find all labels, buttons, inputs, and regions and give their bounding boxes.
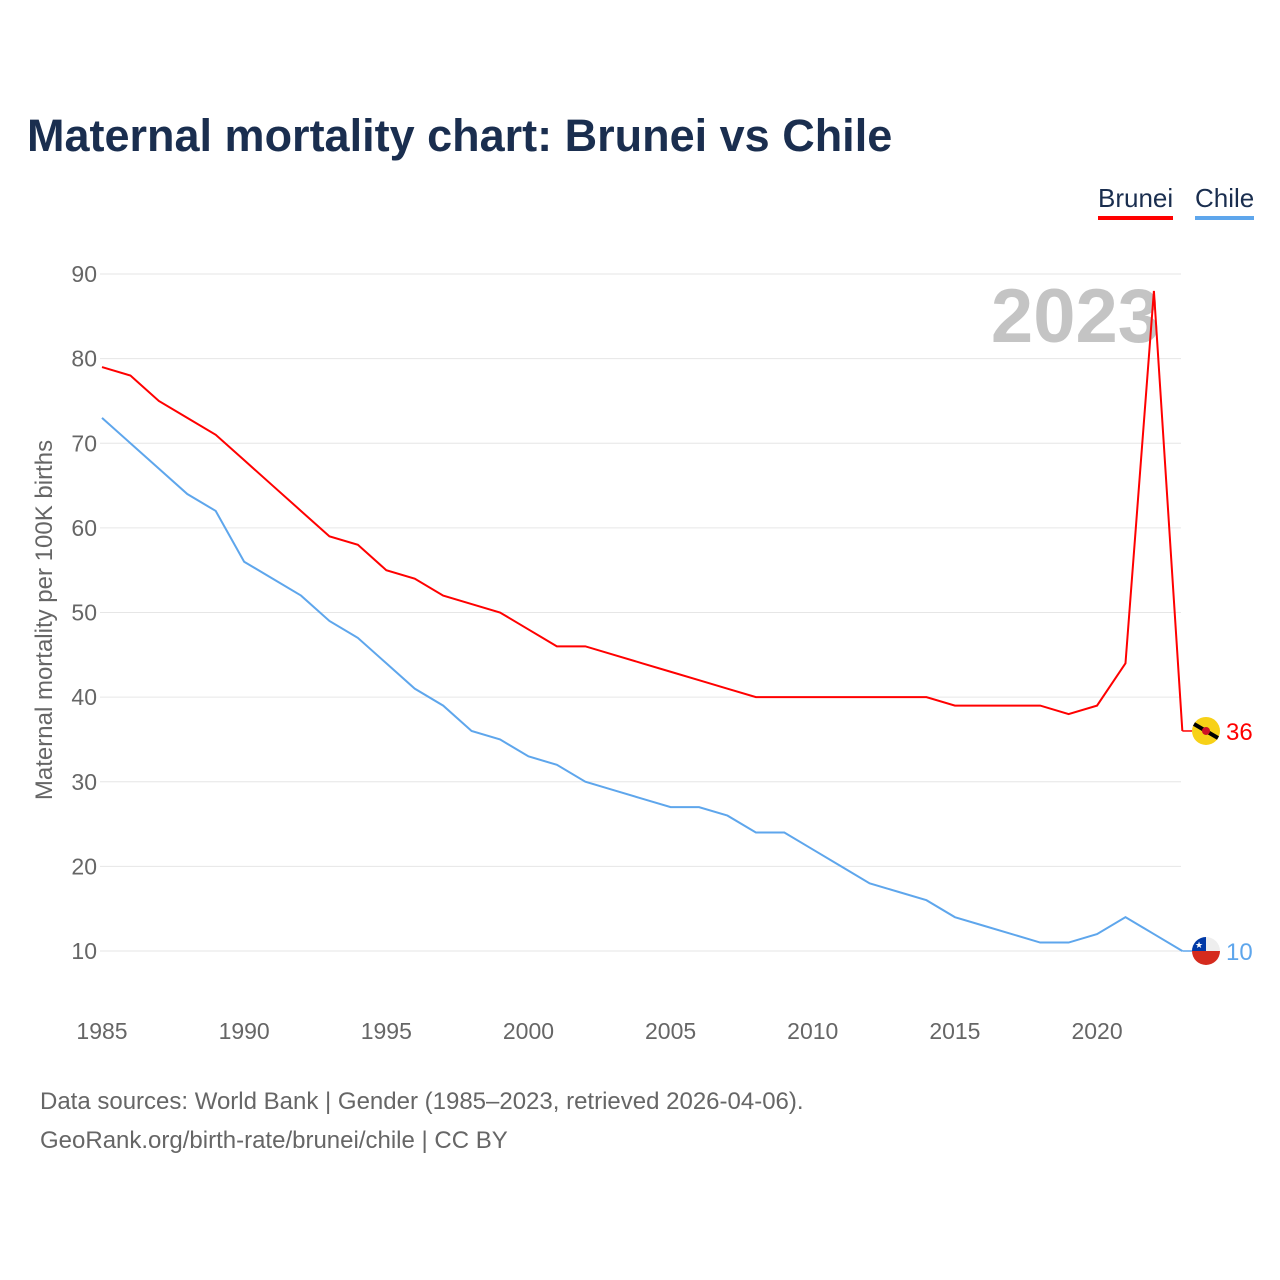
x-tick-label: 1995 [361,1018,412,1044]
flag-star: ★ [1195,940,1203,950]
y-tick-label: 20 [71,853,97,879]
end-value-label: 10 [1226,939,1253,966]
y-tick-label: 40 [71,684,97,710]
y-tick-label: 90 [71,261,97,287]
flag-canton [1192,937,1206,951]
y-tick-label: 50 [71,600,97,626]
x-tick-label: 2010 [787,1018,838,1044]
x-tick-label: 2020 [1071,1018,1122,1044]
x-tick-label: 2005 [645,1018,696,1044]
x-tick-label: 1990 [219,1018,270,1044]
series-line-chile [101,417,1183,952]
y-tick-label: 80 [71,346,97,372]
legend-brunei[interactable]: Brunei [1098,183,1174,220]
end-value-label: 36 [1226,719,1253,746]
y-tick-label: 70 [71,430,97,456]
y-tick-label: 10 [71,938,97,964]
footer-sources: Data sources: World Bank | Gender (1985–… [40,1088,804,1115]
y-axis-label: Maternal mortality per 100K births [31,440,58,800]
chile-flag-icon [1192,951,1220,965]
x-tick-label: 2015 [929,1018,980,1044]
series-line-brunei [101,290,1184,732]
y-tick-label: 60 [71,515,97,541]
footer-attribution: GeoRank.org/birth-rate/brunei/chile | CC… [40,1127,508,1154]
x-tick-label: 2000 [503,1018,554,1044]
y-tick-label: 30 [71,769,97,795]
chart-title: Maternal mortality chart: Brunei vs Chil… [27,110,893,161]
year-watermark: 2023 [991,274,1160,359]
legend-chile[interactable]: Chile [1195,183,1255,220]
x-tick-label: 1985 [76,1018,127,1044]
flag-emblem [1202,726,1210,735]
